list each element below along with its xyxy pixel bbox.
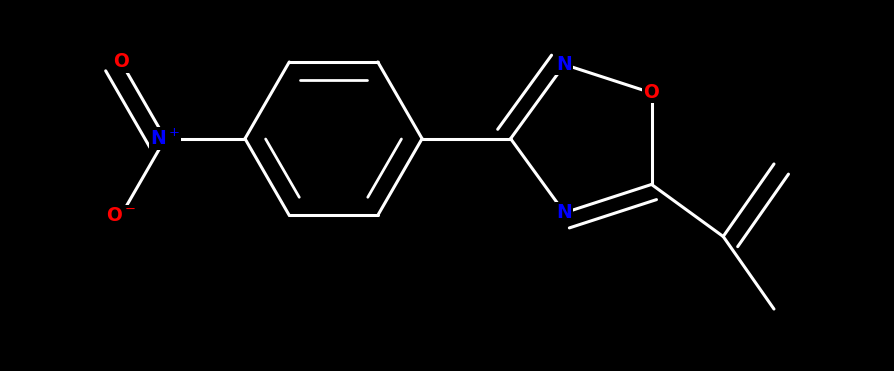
Text: N$^+$: N$^+$: [150, 129, 180, 149]
Text: O: O: [113, 52, 129, 72]
Text: N: N: [556, 55, 571, 74]
Text: O$^-$: O$^-$: [105, 206, 136, 225]
Text: N: N: [556, 203, 571, 222]
Text: O: O: [643, 83, 659, 102]
